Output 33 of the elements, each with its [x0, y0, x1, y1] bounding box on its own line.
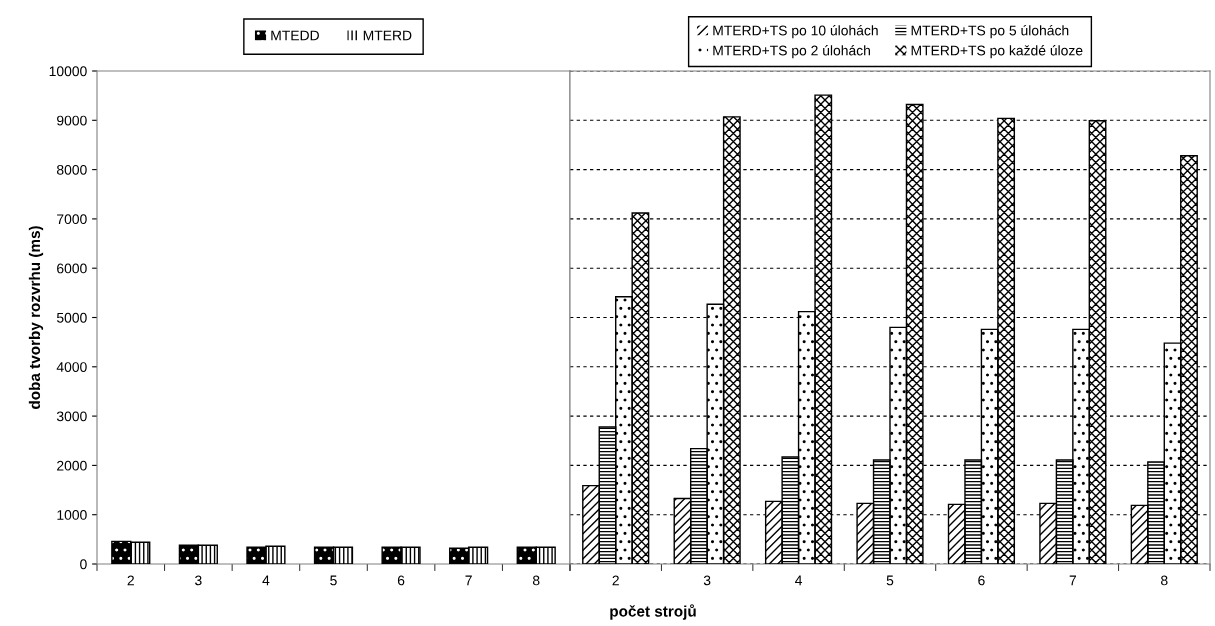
legend-label: MTERD+TS po 5 úlohách [911, 25, 1069, 39]
x-tick-label: 5 [330, 575, 337, 586]
y-tick-label: 3000 [56, 411, 87, 422]
y-tick-label: 0 [80, 559, 87, 570]
y-tick-label: 1000 [57, 510, 87, 520]
x-tick-label: 4 [262, 575, 270, 586]
x-axis-title: počet strojů [610, 604, 696, 620]
x-tick-label: 8 [1161, 575, 1168, 586]
y-axis-title: doba tvorby rozvrhu (ms) [28, 226, 44, 409]
y-tick-label: 4000 [56, 362, 87, 372]
y-tick-label: 9000 [57, 115, 87, 126]
y-tick-label: 6000 [57, 263, 87, 274]
x-tick-label: 2 [127, 575, 134, 586]
y-tick-label: 10000 [49, 66, 87, 77]
y-tick-label: 7000 [57, 214, 87, 225]
y-tick-label: 8000 [56, 164, 87, 175]
legend-label: MTERD+TS po 2 úlohách [713, 45, 870, 59]
legend-label: MTERD+TS po každé úloze [911, 45, 1083, 59]
x-tick-label: 7 [465, 575, 472, 586]
y-tick-label: 5000 [56, 312, 87, 323]
x-tick-label: 3 [195, 575, 202, 586]
x-tick-label: 7 [1069, 575, 1077, 586]
legend-label: MTEDD [271, 30, 319, 41]
x-tick-label: 6 [397, 575, 405, 586]
x-tick-label: 4 [795, 575, 803, 586]
x-tick-label: 8 [532, 575, 540, 586]
legend-label: MTERD+TS po 10 úlohách [713, 25, 878, 39]
x-tick-label: 3 [703, 575, 711, 586]
legend-label: MTERD [363, 30, 412, 41]
x-tick-label: 5 [886, 575, 894, 586]
x-tick-label: 6 [978, 575, 985, 586]
x-tick-label: 2 [612, 575, 619, 586]
y-tick-label: 2000 [57, 460, 87, 471]
